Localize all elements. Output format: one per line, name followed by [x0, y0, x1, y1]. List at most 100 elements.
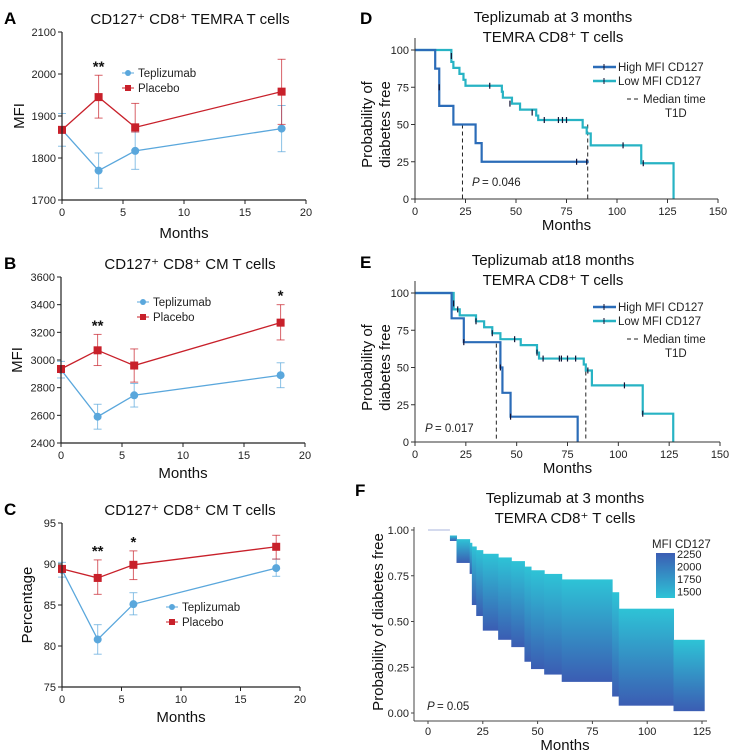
- x-tick-label: 0: [58, 450, 64, 462]
- km-band: [673, 639, 705, 712]
- km-band: [482, 553, 499, 631]
- series-teplizumab: [57, 360, 285, 430]
- x-tick-label: 100: [638, 726, 656, 738]
- data-point: [277, 87, 286, 96]
- significance-marker: **: [92, 317, 104, 334]
- y-tick-label: 1800: [32, 153, 56, 165]
- x-tick-label: 25: [460, 449, 472, 461]
- x-tick-label: 5: [120, 207, 126, 219]
- y-axis-label: diabetes free: [377, 81, 394, 168]
- x-tick-label: 100: [609, 449, 627, 461]
- chart-title: CD127⁺ CD8⁺ CM T cells: [104, 502, 275, 519]
- y-tick-label: 75: [397, 325, 409, 337]
- x-tick-label: 20: [299, 450, 311, 462]
- x-tick-label: 50: [531, 726, 543, 738]
- x-tick-label: 20: [300, 207, 312, 219]
- legend-marker: [169, 619, 175, 625]
- chart-title: Teplizumab at 3 months: [474, 9, 632, 26]
- x-tick-label: 15: [238, 450, 250, 462]
- legend-label: T1D: [665, 348, 687, 360]
- data-point: [94, 93, 103, 102]
- data-point: [129, 600, 138, 609]
- km-band: [524, 566, 532, 662]
- series-line: [61, 546, 277, 579]
- km-band: [511, 561, 525, 648]
- legend-label: High MFI CD127: [618, 302, 704, 314]
- legend-marker: [140, 299, 146, 305]
- data-point: [93, 412, 102, 421]
- x-tick-label: 75: [560, 206, 572, 218]
- series-line: [60, 322, 281, 370]
- x-tick-label: 75: [561, 449, 573, 461]
- significance-marker: **: [92, 543, 104, 560]
- panel-letter: B: [4, 254, 16, 273]
- km-curve-high: [415, 48, 589, 163]
- data-point: [277, 124, 286, 133]
- data-point: [94, 166, 103, 175]
- km-band: [449, 535, 457, 541]
- x-tick-label: 25: [459, 206, 471, 218]
- legend-label: Low MFI CD127: [618, 316, 701, 328]
- x-tick-label: 75: [586, 726, 598, 738]
- y-tick-label: 0.75: [388, 571, 409, 583]
- y-tick-label: 3400: [31, 300, 55, 312]
- km-curve-low: [415, 48, 675, 199]
- x-tick-label: 150: [711, 449, 729, 461]
- x-tick-label: 20: [294, 694, 306, 706]
- legend-marker: [140, 314, 146, 320]
- x-tick-label: 15: [234, 694, 246, 706]
- panel-letter: E: [360, 253, 371, 272]
- x-tick-label: 125: [658, 206, 676, 218]
- y-tick-label: 0.00: [388, 708, 409, 720]
- x-tick-label: 0: [59, 694, 65, 706]
- chart-subtitle: TEMRA CD8⁺ T cells: [495, 510, 636, 527]
- chart-title: Teplizumab at 3 months: [486, 490, 644, 507]
- x-tick-label: 150: [709, 206, 727, 218]
- km-band: [618, 608, 675, 706]
- x-tick-label: 5: [119, 450, 125, 462]
- y-tick-label: 2600: [31, 410, 55, 422]
- legend-label: Placebo: [153, 312, 195, 324]
- y-axis-label: MFI: [11, 103, 28, 129]
- km-curve-low: [415, 291, 675, 442]
- y-axis-label: Probability of diabetes free: [370, 533, 387, 711]
- y-tick-label: 0.25: [388, 662, 409, 674]
- y-tick-label: 2400: [31, 438, 55, 450]
- series-teplizumab: [58, 105, 286, 189]
- chart-subtitle: TEMRA CD8⁺ T cells: [483, 272, 624, 289]
- x-tick-label: 10: [177, 450, 189, 462]
- colorbar-tick-label: 1500: [677, 587, 701, 599]
- p-value: = 0.046: [482, 177, 521, 189]
- x-tick-label: 10: [175, 694, 187, 706]
- y-tick-label: 2000: [32, 69, 56, 81]
- y-tick-label: 75: [397, 82, 409, 94]
- series-line: [61, 127, 282, 172]
- x-tick-label: 100: [608, 206, 626, 218]
- legend-label: Low MFI CD127: [618, 76, 701, 88]
- km-band: [456, 539, 471, 563]
- legend-label: High MFI CD127: [618, 62, 704, 74]
- y-tick-label: 3000: [31, 355, 55, 367]
- x-tick-label: 5: [118, 694, 124, 706]
- y-tick-label: 50: [397, 363, 409, 375]
- data-point: [272, 564, 281, 573]
- km-band: [544, 573, 563, 675]
- x-tick-label: 125: [693, 726, 711, 738]
- y-axis-label: Percentage: [19, 567, 36, 644]
- km-band: [469, 542, 473, 574]
- series-line: [61, 567, 277, 641]
- colorbar: [656, 553, 675, 598]
- legend-marker: [125, 70, 131, 76]
- y-tick-label: 50: [397, 120, 409, 132]
- data-point: [93, 573, 102, 582]
- series-line: [61, 91, 282, 131]
- y-tick-label: 95: [44, 518, 56, 530]
- x-tick-label: 15: [239, 207, 251, 219]
- x-axis-label: Months: [542, 217, 591, 234]
- x-axis-label: Months: [543, 460, 592, 477]
- y-tick-label: 100: [391, 45, 409, 57]
- y-tick-label: 0.50: [388, 617, 409, 629]
- y-tick-label: 1700: [32, 195, 56, 207]
- legend-label: Teplizumab: [182, 602, 240, 614]
